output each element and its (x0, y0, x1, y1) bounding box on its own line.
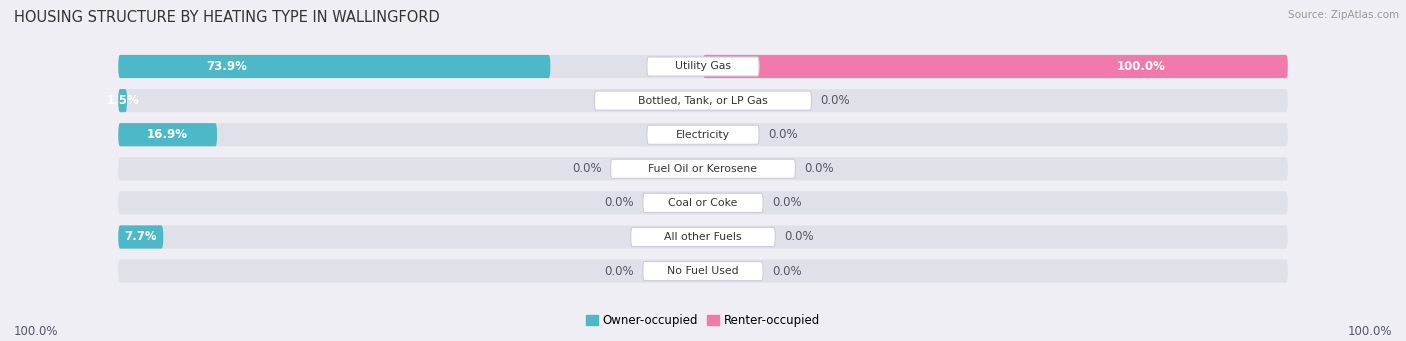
Text: 100.0%: 100.0% (1347, 325, 1392, 338)
Text: Electricity: Electricity (676, 130, 730, 140)
Text: All other Fuels: All other Fuels (664, 232, 742, 242)
Text: 16.9%: 16.9% (148, 128, 188, 141)
FancyBboxPatch shape (595, 91, 811, 110)
FancyBboxPatch shape (643, 262, 763, 281)
Text: 0.0%: 0.0% (820, 94, 849, 107)
Text: Utility Gas: Utility Gas (675, 61, 731, 72)
FancyBboxPatch shape (703, 55, 1288, 78)
FancyBboxPatch shape (118, 55, 550, 78)
FancyBboxPatch shape (118, 225, 1288, 249)
FancyBboxPatch shape (118, 55, 1288, 78)
Text: No Fuel Used: No Fuel Used (668, 266, 738, 276)
Text: 0.0%: 0.0% (605, 196, 634, 209)
FancyBboxPatch shape (118, 225, 163, 249)
Text: 73.9%: 73.9% (205, 60, 246, 73)
Text: 0.0%: 0.0% (785, 231, 814, 243)
FancyBboxPatch shape (631, 227, 775, 247)
Text: 100.0%: 100.0% (14, 325, 59, 338)
Text: 0.0%: 0.0% (572, 162, 602, 175)
Text: Coal or Coke: Coal or Coke (668, 198, 738, 208)
Text: Fuel Oil or Kerosene: Fuel Oil or Kerosene (648, 164, 758, 174)
Text: 0.0%: 0.0% (768, 128, 797, 141)
FancyBboxPatch shape (118, 123, 1288, 146)
Text: Bottled, Tank, or LP Gas: Bottled, Tank, or LP Gas (638, 95, 768, 106)
Text: 1.5%: 1.5% (107, 94, 139, 107)
Text: 0.0%: 0.0% (772, 196, 801, 209)
Text: 0.0%: 0.0% (804, 162, 834, 175)
FancyBboxPatch shape (118, 89, 1288, 112)
Text: 7.7%: 7.7% (125, 231, 157, 243)
FancyBboxPatch shape (118, 157, 1288, 180)
FancyBboxPatch shape (610, 159, 796, 178)
Text: HOUSING STRUCTURE BY HEATING TYPE IN WALLINGFORD: HOUSING STRUCTURE BY HEATING TYPE IN WAL… (14, 10, 440, 25)
Legend: Owner-occupied, Renter-occupied: Owner-occupied, Renter-occupied (581, 309, 825, 332)
FancyBboxPatch shape (643, 193, 763, 212)
Text: Source: ZipAtlas.com: Source: ZipAtlas.com (1288, 10, 1399, 20)
FancyBboxPatch shape (118, 89, 127, 112)
Text: 100.0%: 100.0% (1118, 60, 1166, 73)
FancyBboxPatch shape (118, 260, 1288, 283)
FancyBboxPatch shape (118, 123, 217, 146)
FancyBboxPatch shape (647, 57, 759, 76)
FancyBboxPatch shape (647, 125, 759, 144)
Text: 0.0%: 0.0% (605, 265, 634, 278)
FancyBboxPatch shape (118, 191, 1288, 214)
Text: 0.0%: 0.0% (772, 265, 801, 278)
